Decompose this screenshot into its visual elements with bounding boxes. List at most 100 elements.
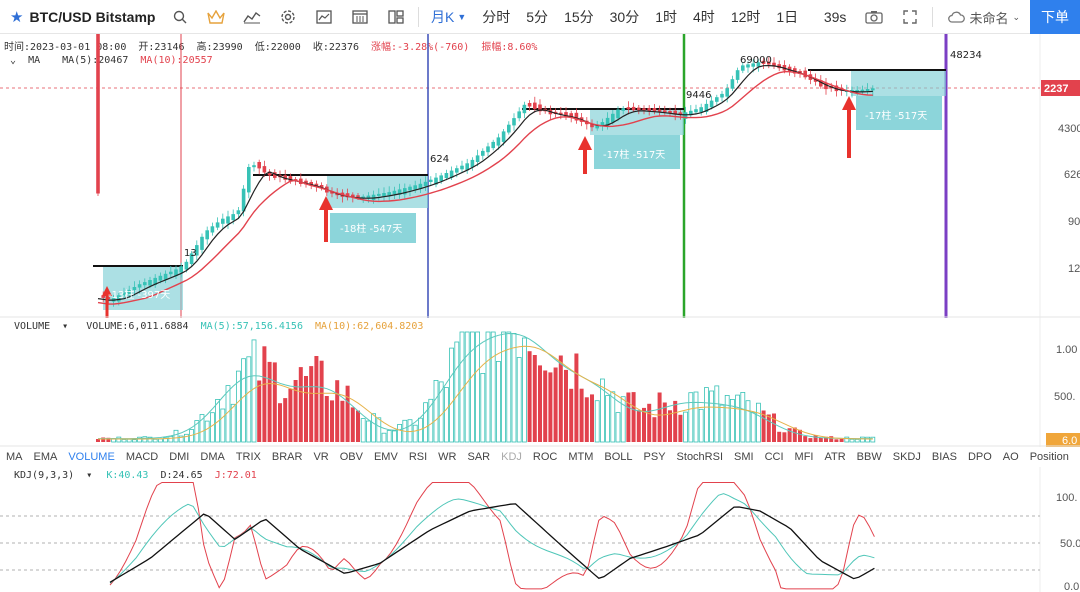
ma10-line (97, 71, 873, 305)
camera-icon[interactable] (856, 0, 892, 34)
candle (366, 195, 371, 199)
kdj-axis-label: 50.0 (1060, 538, 1080, 550)
template-icon[interactable] (342, 0, 378, 33)
indicator-tab-dma[interactable]: DMA (200, 451, 225, 463)
volume-bar (652, 417, 657, 442)
interval-1h[interactable]: 1时 (655, 8, 678, 25)
volume-bar (220, 408, 226, 443)
indicator-tab-bbw[interactable]: BBW (856, 451, 882, 463)
indicator-tab-bias[interactable]: BIAS (931, 451, 957, 463)
indicator-tab-atr[interactable]: ATR (824, 451, 846, 463)
user-menu[interactable]: 未命名 ⌄ (937, 8, 1030, 27)
volume-bar (647, 403, 652, 442)
symbol-selector[interactable]: ★ BTC/USD Bitstamp (0, 0, 162, 33)
indicator-tab-kdj[interactable]: KDJ (501, 451, 522, 463)
indicator-tab-rsi[interactable]: RSI (408, 451, 428, 463)
ma5-value: MA(5):20467 (62, 55, 129, 66)
settings-gear-icon[interactable] (270, 0, 306, 33)
indicator-tab-ma[interactable]: MA (6, 451, 23, 463)
interval-monthly[interactable]: 月K ▼ (423, 0, 474, 33)
volume-bar (506, 331, 512, 443)
price-axis-label: 626 (1064, 169, 1080, 181)
candle (262, 166, 267, 173)
candle (564, 112, 568, 117)
indicator-tab-vr[interactable]: VR (313, 451, 329, 463)
ma10-value: MA(10):20557 (140, 55, 213, 66)
indicator-tab-mfi[interactable]: MFI (794, 451, 814, 463)
volume-bar (782, 432, 787, 442)
indicator-tab-wr[interactable]: WR (438, 451, 457, 463)
volume-bar (724, 395, 730, 443)
indicator-tab-psy[interactable]: PSY (643, 451, 666, 463)
volume-bar (495, 361, 501, 443)
price-axis-label: 12 (1068, 263, 1080, 275)
peak-label: 624 (430, 154, 449, 165)
indicator-icon[interactable] (234, 0, 270, 33)
interval-5m[interactable]: 5分 (526, 8, 549, 25)
indicator-tab-mtm[interactable]: MTM (568, 451, 594, 463)
candle (605, 117, 610, 126)
indicator-tab-emv[interactable]: EMV (373, 451, 398, 463)
indicator-tab-obv[interactable]: OBV (339, 451, 363, 463)
volume-bar (262, 346, 267, 442)
retracement-label: -17柱 -517天 (865, 109, 927, 122)
volume-bar (278, 403, 282, 442)
indicator-tab-volume[interactable]: VOLUME (68, 451, 115, 463)
interval-timeline[interactable]: 分时 (482, 8, 511, 25)
interval-30m[interactable]: 30分 (609, 8, 640, 25)
interval-12h[interactable]: 12时 (730, 8, 761, 25)
chart-type-icon[interactable] (306, 0, 342, 33)
layout-icon[interactable] (378, 0, 414, 33)
candle (189, 253, 194, 264)
indicator-tab-cci[interactable]: CCI (764, 451, 784, 463)
volume-bar (824, 436, 828, 442)
indicator-tab-macd[interactable]: MACD (125, 451, 159, 463)
indicator-tab-ao[interactable]: AO (1002, 451, 1019, 463)
interval-1d[interactable]: 1日 (776, 8, 799, 25)
search-icon[interactable] (162, 0, 198, 33)
candle (559, 112, 563, 115)
indicator-tab-brar[interactable]: BRAR (271, 451, 303, 463)
candle (522, 104, 527, 114)
kdj-legend[interactable]: KDJ(9,3,3) ▾ K:40.43 D:24.65 J:72.01 (14, 470, 263, 481)
candle (699, 107, 703, 113)
favorite-star-icon[interactable]: ★ (10, 8, 24, 26)
volume-bar (365, 420, 371, 443)
candle (527, 103, 532, 107)
volume-bar (391, 430, 397, 443)
indicator-tab-sar[interactable]: SAR (467, 451, 491, 463)
candle (683, 112, 688, 119)
volume-bar (750, 412, 756, 443)
crown-icon[interactable] (198, 0, 234, 33)
candle (663, 110, 667, 113)
candle (210, 226, 215, 233)
candle (626, 107, 631, 110)
indicator-tab-dpo[interactable]: DPO (967, 451, 992, 463)
indicator-tab-ema[interactable]: EMA (33, 451, 58, 463)
interval-4h[interactable]: 4时 (693, 8, 715, 25)
indicator-tab-boll[interactable]: BOLL (604, 451, 633, 463)
indicator-tab-roc[interactable]: ROC (532, 451, 558, 463)
candle (533, 102, 537, 110)
indicator-tab-dmi[interactable]: DMI (169, 451, 190, 463)
ma-legend[interactable]: ⌄ MA MA(5):20467 MA(10):20557 (10, 55, 219, 66)
candle (200, 236, 204, 250)
order-button[interactable]: 下单 (1030, 0, 1080, 34)
candle (434, 177, 438, 185)
indicator-tab-position[interactable]: Position (1029, 451, 1069, 463)
volume-bar (668, 410, 672, 442)
volume-legend[interactable]: VOLUME ▾ VOLUME:6,011.6884 MA(5):57,156.… (14, 321, 429, 332)
volume-bar (215, 399, 221, 443)
volume-bar (96, 439, 100, 442)
candle (470, 159, 475, 168)
indicator-tab-stochrsi[interactable]: StochRSI (676, 451, 724, 463)
indicator-tab-trix[interactable]: TRIX (235, 451, 261, 463)
volume-bar (584, 397, 589, 442)
indicator-tab-smi[interactable]: SMI (734, 451, 754, 463)
indicator-tab-skdj[interactable]: SKDJ (892, 451, 921, 463)
kdj-chart[interactable]: 100. 50.0 0.0 (0, 467, 1080, 592)
price-chart[interactable]: -13柱 -397天 -18柱 -547天 -17柱 -517天 -17柱 -5… (0, 34, 1080, 318)
fullscreen-icon[interactable] (892, 0, 928, 34)
volume-chart[interactable]: 1.00 500. 6.0 (0, 318, 1080, 447)
interval-15m[interactable]: 15分 (564, 8, 594, 25)
